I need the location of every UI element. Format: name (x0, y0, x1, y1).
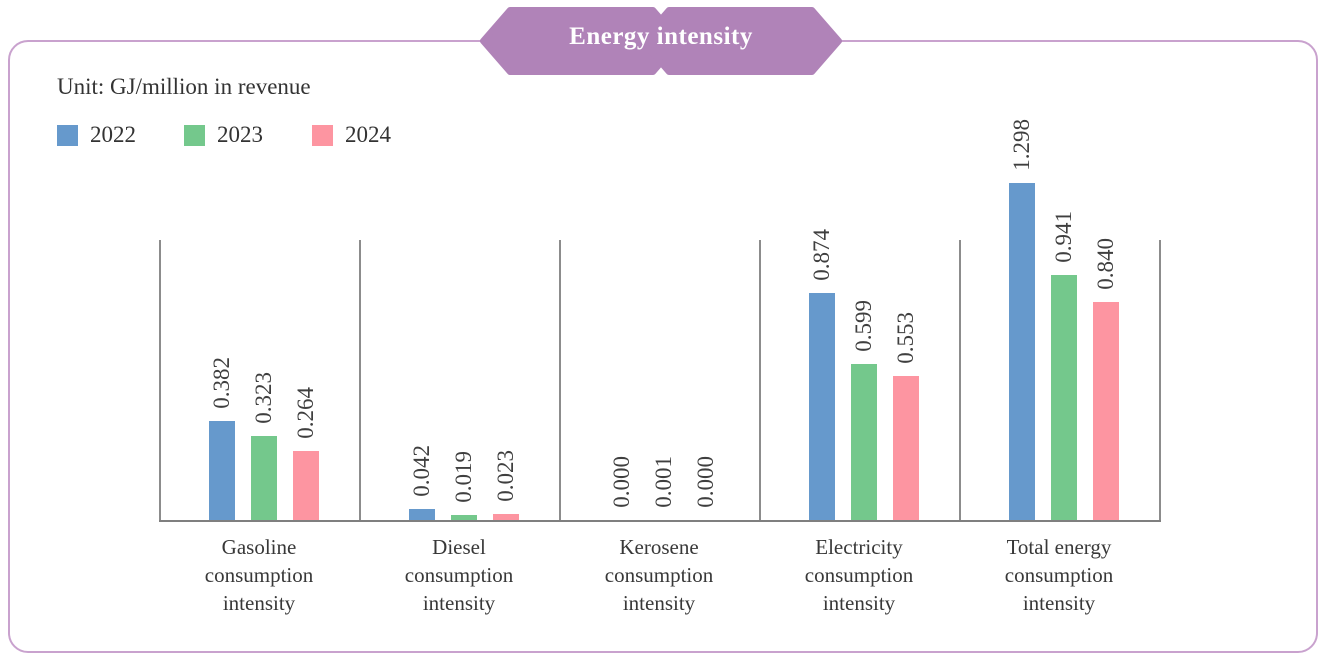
bar-value-label: 0.023 (493, 450, 518, 502)
bar-2022-total-energy (1009, 183, 1035, 520)
legend-swatch-2023 (184, 124, 205, 146)
plot-divider (1159, 240, 1161, 520)
category-label: Gasoline consumption intensity (204, 535, 314, 615)
bar-2024-gasoline (293, 451, 319, 520)
legend-item-2022: 2022 (57, 122, 136, 148)
bar-value-label: 0.599 (851, 300, 876, 352)
plot-divider (559, 240, 561, 520)
title-banner: Energy intensity (480, 7, 842, 75)
bar-value-label: 0.840 (1093, 238, 1118, 290)
plot-divider (159, 240, 161, 520)
bar-value-label: 0.042 (409, 445, 434, 497)
bar-2023-diesel (451, 515, 477, 520)
x-axis-line (159, 520, 1161, 522)
legend-swatch-2022 (57, 124, 78, 146)
bar-value-label: 0.323 (251, 372, 276, 424)
legend-item-2023: 2023 (184, 122, 263, 148)
bar-value-label: 0.019 (451, 451, 476, 503)
chart-title: Energy intensity (569, 23, 753, 50)
bar-value-label: 0.264 (293, 387, 318, 439)
bar-2023-gasoline (251, 436, 277, 520)
category-label: Electricity consumption intensity (804, 535, 914, 615)
bar-value-label: 0.000 (693, 456, 718, 508)
legend-label-2022: 2022 (90, 122, 136, 147)
bar-2024-total-energy (1093, 302, 1119, 520)
bar-value-label: 0.874 (809, 229, 834, 281)
legend-label-2023: 2023 (217, 122, 263, 147)
bar-2022-electricity (809, 293, 835, 520)
legend-swatch-2024 (312, 124, 333, 146)
bar-2024-diesel (493, 514, 519, 520)
plot-divider (359, 240, 361, 520)
bar-2022-gasoline (209, 421, 235, 520)
unit-label: Unit: GJ/million in revenue (57, 74, 311, 99)
category-label: Diesel consumption intensity (404, 535, 514, 615)
bar-value-label: 0.382 (209, 357, 234, 409)
bar-value-label: 0.001 (651, 456, 676, 508)
category-label: Total energy consumption intensity (1004, 535, 1114, 615)
legend-label-2024: 2024 (345, 122, 391, 147)
bar-2024-electricity (893, 376, 919, 520)
bar-2022-diesel (409, 509, 435, 520)
legend-item-2024: 2024 (312, 122, 391, 148)
plot-divider (959, 240, 961, 520)
bar-value-label: 0.553 (893, 312, 918, 364)
bar-2023-electricity (851, 364, 877, 520)
bar-value-label: 1.298 (1009, 119, 1034, 171)
plot-divider (759, 240, 761, 520)
bar-2023-total-energy (1051, 275, 1077, 520)
category-label: Kerosene consumption intensity (604, 535, 714, 615)
bar-value-label: 0.000 (609, 456, 634, 508)
banner-ribbon-icon (480, 7, 842, 75)
bar-value-label: 0.941 (1051, 211, 1076, 263)
